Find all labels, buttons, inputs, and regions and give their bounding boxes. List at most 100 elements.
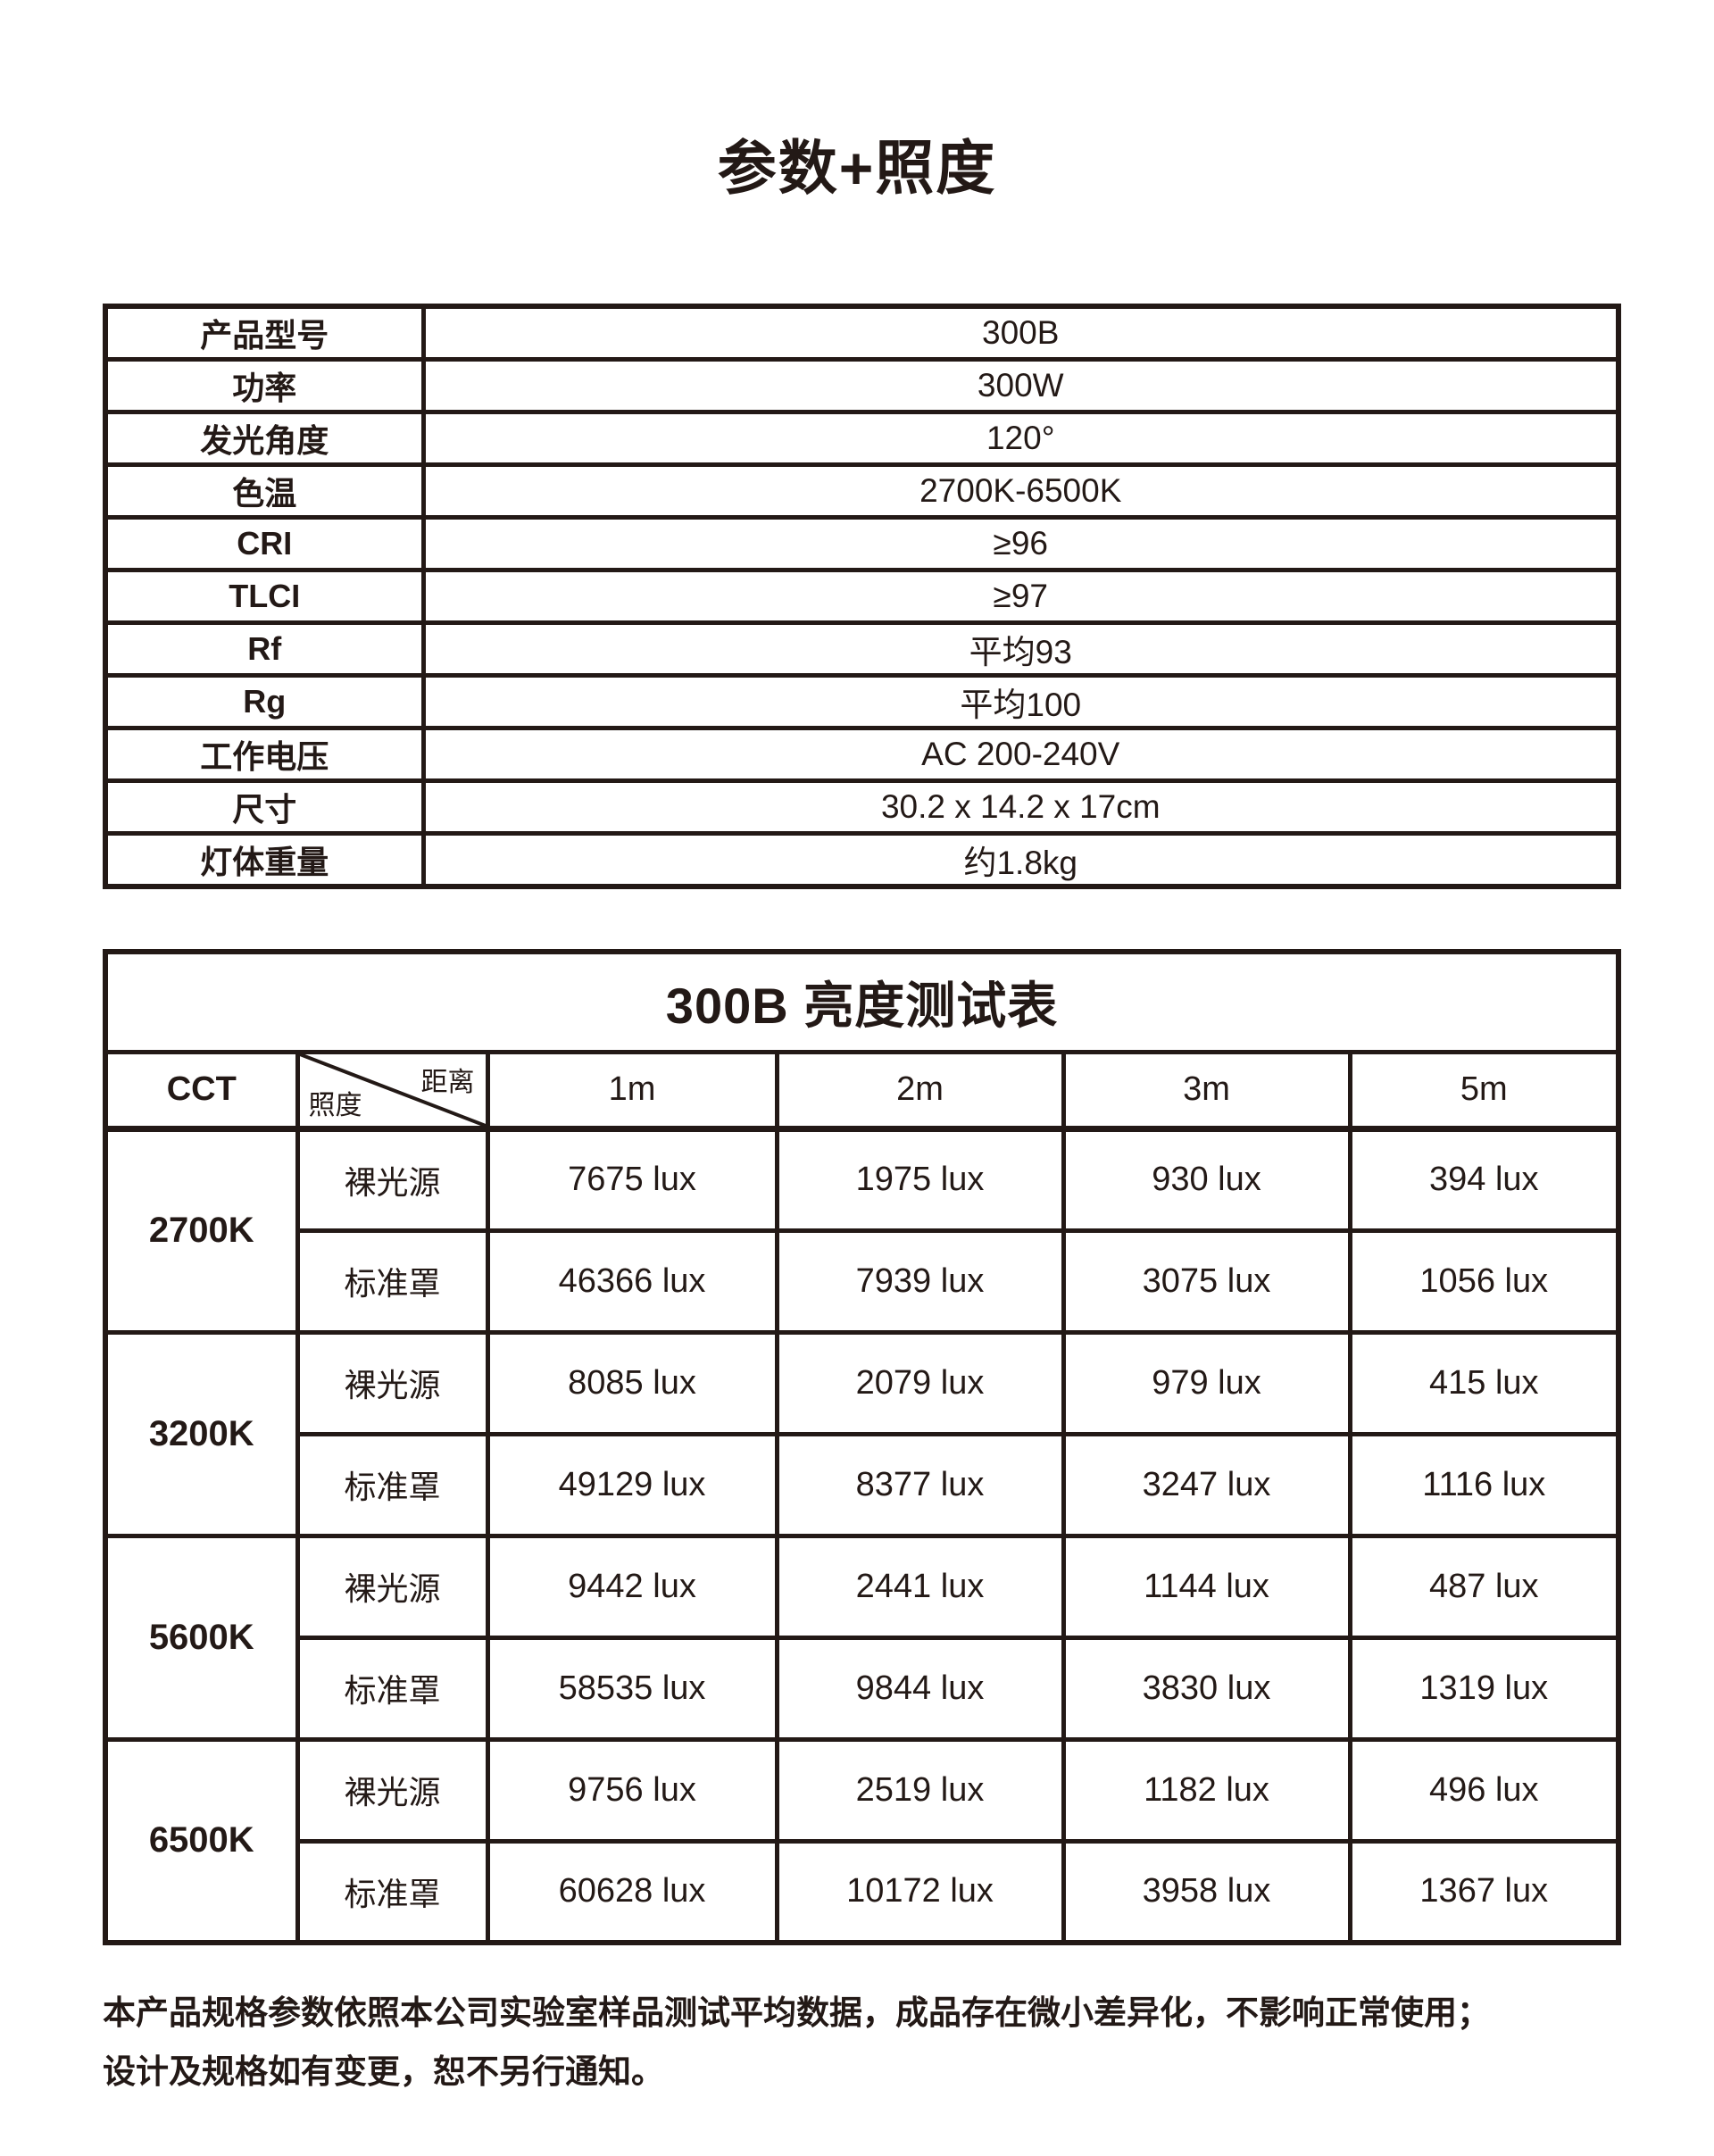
lux-value: 58535 lux [485, 1635, 779, 1742]
source-label: 标准罩 [295, 1838, 490, 1945]
cct-value-3200k: 3200K [103, 1329, 300, 1538]
spec-row: CRI ≥96 [103, 514, 1621, 572]
lux-value: 10172 lux [774, 1838, 1066, 1945]
source-label: 裸光源 [295, 1329, 490, 1436]
lux-value: 487 lux [1347, 1533, 1621, 1640]
spec-label-power: 功率 [103, 356, 426, 414]
source-label: 裸光源 [295, 1533, 490, 1640]
spec-value-rf: 平均93 [420, 620, 1621, 678]
lux-value: 1056 lux [1347, 1228, 1621, 1335]
lux-value: 3075 lux [1061, 1228, 1352, 1335]
spec-label-rf: Rf [103, 620, 426, 678]
lux-value: 9756 lux [485, 1736, 779, 1844]
table-row: 2700K 裸光源 7675 lux 1975 lux 930 lux 394 … [103, 1126, 1621, 1335]
spec-label-size: 尺寸 [103, 778, 426, 836]
lux-value: 9442 lux [485, 1533, 779, 1640]
illuminance-axis-label: 照度 [308, 1090, 362, 1120]
brightness-table-title: 300B 亮度测试表 [103, 949, 1621, 1054]
spec-label-color-temp: 色温 [103, 462, 426, 520]
lux-value: 2441 lux [774, 1533, 1066, 1640]
table-row: 3200K 裸光源 8085 lux 2079 lux 979 lux 415 … [103, 1329, 1621, 1538]
spec-label-weight: 灯体重量 [103, 830, 426, 888]
footer-note-line-2: 设计及规格如有变更，恕不另行通知。 [103, 2053, 664, 2090]
spec-row: 色温 2700K-6500K [103, 462, 1621, 520]
lux-value: 1144 lux [1061, 1533, 1352, 1640]
spec-row: 工作电压 AC 200-240V [103, 725, 1621, 783]
spec-label-voltage: 工作电压 [103, 725, 426, 783]
spec-value-voltage: AC 200-240V [420, 725, 1621, 783]
spec-value-weight: 约1.8kg [420, 830, 1621, 888]
spec-label-model: 产品型号 [103, 304, 426, 362]
spec-row: 产品型号 300B [103, 304, 1621, 362]
lux-value: 3958 lux [1061, 1838, 1352, 1945]
distance-axis-label: 距离 [420, 1067, 475, 1097]
cct-value-2700k: 2700K [103, 1126, 300, 1335]
lux-value: 8085 lux [485, 1329, 779, 1436]
table-row: 标准罩 46366 lux 7939 lux 3075 lux 1056 lux [105, 1228, 1621, 1335]
spec-value-cri: ≥96 [420, 514, 1621, 572]
lux-value: 7939 lux [774, 1228, 1066, 1335]
distance-header-5m: 5m [1347, 1049, 1621, 1132]
lux-value: 1116 lux [1347, 1431, 1621, 1538]
lux-value: 2079 lux [774, 1329, 1066, 1436]
spec-row: Rf 平均93 [103, 620, 1621, 678]
brightness-table-header-row: CCT 距离 照度 1m 2m 3m 5m [103, 1049, 1621, 1132]
spec-label-beam-angle: 发光角度 [103, 409, 426, 467]
distance-header-1m: 1m [485, 1049, 779, 1132]
spec-value-beam-angle: 120° [420, 409, 1621, 467]
spec-value-power: 300W [420, 356, 1621, 414]
source-label: 标准罩 [295, 1228, 490, 1335]
spec-row: 发光角度 120° [103, 409, 1621, 467]
table-row: 标准罩 58535 lux 9844 lux 3830 lux 1319 lux [105, 1635, 1621, 1742]
table-row: 5600K 裸光源 9442 lux 2441 lux 1144 lux 487… [103, 1533, 1621, 1742]
brightness-table-title-row: 300B 亮度测试表 [103, 949, 1621, 1054]
spec-row: TLCI ≥97 [103, 567, 1621, 625]
lux-value: 1182 lux [1061, 1736, 1352, 1844]
spec-value-size: 30.2 x 14.2 x 17cm [420, 778, 1621, 836]
page-title: 参数+照度 [717, 135, 997, 201]
source-label: 标准罩 [295, 1431, 490, 1538]
spec-row: Rg 平均100 [103, 672, 1621, 730]
lux-value: 49129 lux [485, 1431, 779, 1538]
lux-value: 3247 lux [1061, 1431, 1352, 1538]
spec-row: 灯体重量 约1.8kg [103, 830, 1621, 888]
lux-value: 3830 lux [1061, 1635, 1352, 1742]
lux-value: 9844 lux [774, 1635, 1066, 1742]
cct-value-6500k: 6500K [103, 1736, 300, 1945]
table-row: 标准罩 60628 lux 10172 lux 3958 lux 1367 lu… [105, 1838, 1621, 1945]
footer-note-line-1: 本产品规格参数依照本公司实验室样品测试平均数据，成品存在微小差异化，不影响正常使… [103, 1994, 1490, 2031]
lux-value: 1319 lux [1347, 1635, 1621, 1742]
lux-value: 496 lux [1347, 1736, 1621, 1844]
cct-value-5600k: 5600K [103, 1533, 300, 1742]
lux-value: 394 lux [1347, 1126, 1621, 1233]
source-label: 裸光源 [295, 1736, 490, 1844]
distance-header-3m: 3m [1061, 1049, 1352, 1132]
cct-column-header: CCT [103, 1049, 300, 1132]
lux-value: 979 lux [1061, 1329, 1352, 1436]
lux-value: 1975 lux [774, 1126, 1066, 1233]
lux-value: 8377 lux [774, 1431, 1066, 1538]
table-row: 6500K 裸光源 9756 lux 2519 lux 1182 lux 496… [103, 1736, 1621, 1945]
lux-value: 1367 lux [1347, 1838, 1621, 1945]
diagonal-header-cell: 距离 照度 [295, 1049, 490, 1132]
diagonal-divider-line [300, 1054, 486, 1126]
source-label: 标准罩 [295, 1635, 490, 1742]
lux-value: 415 lux [1347, 1329, 1621, 1436]
spec-label-cri: CRI [103, 514, 426, 572]
distance-header-2m: 2m [774, 1049, 1066, 1132]
spec-table: 产品型号 300B 功率 300W 发光角度 120° 色温 2700K-650… [103, 304, 1621, 889]
spec-value-color-temp: 2700K-6500K [420, 462, 1621, 520]
table-row: 标准罩 49129 lux 8377 lux 3247 lux 1116 lux [105, 1431, 1621, 1538]
spec-value-rg: 平均100 [420, 672, 1621, 730]
lux-value: 930 lux [1061, 1126, 1352, 1233]
brightness-table: 300B 亮度测试表 CCT 距离 照度 1m 2m 3m 5m 2700K 裸… [103, 949, 1622, 1945]
spec-label-tlci: TLCI [103, 567, 426, 625]
footer-note: 本产品规格参数依照本公司实验室样品测试平均数据，成品存在微小差异化，不影响正常使… [103, 1984, 1549, 2102]
spec-value-model: 300B [420, 304, 1621, 362]
spec-row: 功率 300W [103, 356, 1621, 414]
spec-value-tlci: ≥97 [420, 567, 1621, 625]
lux-value: 7675 lux [485, 1126, 779, 1233]
lux-value: 60628 lux [485, 1838, 779, 1945]
lux-value: 2519 lux [774, 1736, 1066, 1844]
spec-label-rg: Rg [103, 672, 426, 730]
